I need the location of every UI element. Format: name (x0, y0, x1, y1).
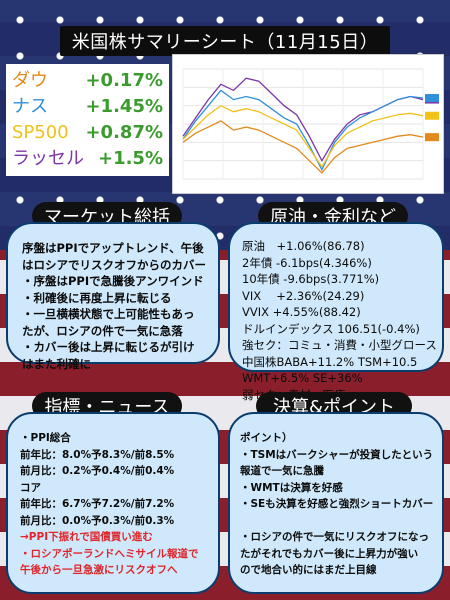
news-highlight: 午後から一旦急激にリスクオフへ (20, 564, 178, 576)
news-line: 前月比：0.0%予0.3%/前0.3% (20, 514, 175, 527)
summary-name: ナス (12, 96, 48, 117)
series-end-tag-3 (425, 133, 439, 142)
market-line: たが、ロシアの件で一気に急落 (22, 323, 183, 338)
oil-line: ドルインデックス 106.51(-0.4%) (242, 321, 420, 336)
summary-value: +1.45% (85, 96, 163, 117)
oil-line: VIX +2.36%(24.29) (242, 288, 365, 303)
news-highlight: ・ロシアポーランドへミサイル報道で (20, 547, 199, 560)
earnings-line: ので地合い的にはまだ上目線 (240, 564, 377, 576)
summary-name: SP500 (12, 122, 69, 143)
series-line-1 (182, 89, 424, 172)
series-line-3 (182, 120, 424, 174)
earnings-line: ・ロシアの件で一気にリスクオフになっ (240, 531, 429, 543)
summary-value: +0.17% (85, 70, 163, 91)
oil-line: 10年債 -9.6bps(3.771%) (242, 272, 380, 286)
series-end-tag-1 (425, 94, 439, 103)
earnings-line: ・WMTは決算を好感 (240, 481, 343, 494)
market-line: ・一旦横横状態で上可能性もあっ (22, 307, 195, 321)
earnings-panel: ポイント） ・TSMはバークシャーが投資したという 報道で一気に急騰 ・WMTは… (228, 412, 444, 594)
summary-name: ダウ (12, 70, 48, 91)
line-chart (182, 68, 439, 180)
market-line: ・序盤はPPIで急騰後アンワインド (22, 274, 204, 288)
market-panel: 序盤はPPIでアップトレンド、午後 はロシアでリスクオフからのカバー ・序盤はP… (6, 222, 220, 371)
news-highlight: →PPI下振れで国債買い進む (20, 531, 153, 543)
oil-line: 2年債 -6.1bps(4.346%) (242, 255, 372, 270)
summary-row-sp500: SP500 +0.87% (12, 120, 163, 146)
index-chart (172, 54, 444, 194)
news-line: ・PPI総合 (20, 432, 71, 444)
summary-value: +1.5% (97, 148, 163, 169)
series-line-2 (182, 104, 424, 169)
market-line: ・利確後に再度上昇に転じる (22, 290, 172, 305)
summary-row-nasdaq: ナス +1.45% (12, 94, 163, 120)
market-line: 序盤はPPIでアップトレンド、午後 (22, 241, 204, 255)
series-end-tag-2 (425, 111, 439, 120)
earnings-line: ・TSMはバークシャーが投資したという (240, 448, 434, 461)
oil-line: 原油 +1.06%(86.78) (242, 239, 365, 253)
index-summary: ダウ +0.17% ナス +1.45% SP500 +0.87% ラッセル +1… (6, 64, 169, 176)
summary-row-russell: ラッセル +1.5% (12, 146, 163, 172)
earnings-line: たがそれでもカバー後に上昇力が強い (240, 547, 419, 560)
oil-line: VVIX +4.55%(88.42) (242, 305, 361, 319)
news-line: 前月比：0.2%予0.4%/前0.4% (20, 465, 175, 477)
news-line: 前年比：6.7%予7.2%/前7.2% (20, 498, 175, 510)
news-line: コア (20, 481, 41, 494)
oil-line: 中国株BABA+11.2% TSM+10.5 (242, 354, 418, 369)
summary-value: +0.87% (85, 122, 163, 143)
market-line: ・カバー後は上昇に転じるが引け (22, 340, 195, 354)
market-line: はまた利確に (22, 356, 91, 371)
earnings-line (240, 513, 438, 530)
oil-line: 強セク：コミュ・消費・小型グロース (242, 338, 437, 352)
earnings-line: 報道で一気に急騰 (240, 465, 324, 477)
news-line: 前年比：8.0%予8.3%/前8.5% (20, 448, 175, 461)
summary-name: ラッセル (12, 148, 84, 169)
oil-panel: 原油 +1.06%(86.78) 2年債 -6.1bps(4.346%) 10年… (228, 222, 444, 402)
summary-row-dow: ダウ +0.17% (12, 68, 163, 94)
market-line: はロシアでリスクオフからのカバー (22, 257, 206, 272)
news-panel: ・PPI総合 前年比：8.0%予8.3%/前8.5% 前月比：0.2%予0.4%… (6, 412, 220, 594)
page-title: 米国株サマリーシート（11月15日） (60, 26, 390, 56)
earnings-line: ・SEも決算を好感と強烈ショートカバー (240, 498, 434, 510)
earnings-line: ポイント） (240, 432, 293, 444)
oil-line: WMT+6.5% SE+36% (242, 371, 363, 385)
